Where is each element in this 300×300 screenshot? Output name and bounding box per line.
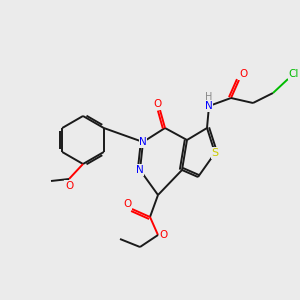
Text: O: O — [239, 69, 247, 79]
Text: O: O — [123, 199, 131, 209]
Text: O: O — [65, 181, 73, 191]
Text: O: O — [160, 230, 168, 240]
Text: Cl: Cl — [289, 69, 299, 79]
Text: N: N — [139, 137, 147, 147]
Text: O: O — [154, 99, 162, 109]
Text: H: H — [205, 92, 213, 102]
Text: N: N — [136, 165, 144, 175]
Text: N: N — [205, 101, 213, 111]
Text: S: S — [212, 148, 219, 158]
